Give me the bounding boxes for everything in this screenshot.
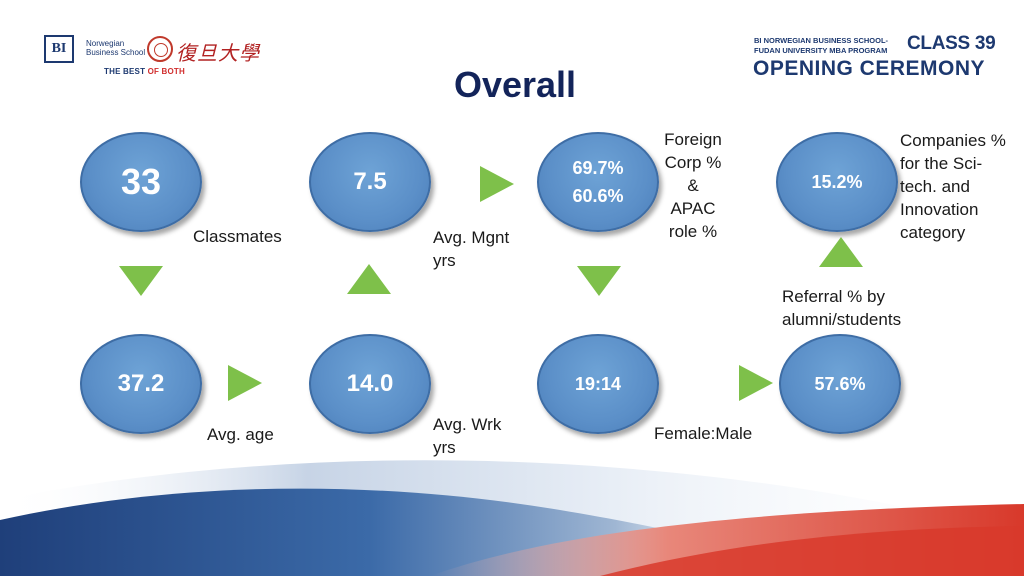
work-years-value: 14.0 xyxy=(346,370,394,397)
class-label: CLASS 39 xyxy=(907,33,996,54)
mgmt-years-label: Avg. Mgnt yrs xyxy=(433,226,509,272)
age-circle: 37.2 xyxy=(80,334,202,434)
companies-label-line-5: category xyxy=(900,223,966,242)
arrow-up-icon xyxy=(347,264,391,294)
classmates-label: Classmates xyxy=(193,227,282,246)
age-label: Avg. age xyxy=(207,425,274,444)
foreign-corp-label-line-3: & xyxy=(687,176,699,195)
tagline-accent: OF BOTH xyxy=(147,67,185,76)
referral-label-line-1: Referral % by xyxy=(782,287,885,306)
work-years-label: Avg. Wrk yrs xyxy=(433,413,501,459)
program-line-2: FUDAN UNIVERSITY MBA PROGRAM xyxy=(754,46,888,55)
tagline-main: THE BEST xyxy=(104,67,148,76)
tagline: THE BEST OF BOTH xyxy=(104,67,185,76)
arrow-down-icon xyxy=(577,266,621,296)
mgmt-years-label-line-2: yrs xyxy=(433,251,456,270)
work-years-label-line-1: Avg. Wrk xyxy=(433,415,502,434)
work-years-label-line-2: yrs xyxy=(433,438,456,457)
slide-title: Overall xyxy=(453,64,577,105)
classmates-value: 33 xyxy=(120,161,162,202)
arrow-down-icon xyxy=(119,266,163,296)
arrow-right-icon xyxy=(480,166,514,202)
referral-value: 57.6% xyxy=(814,374,866,394)
work-years-circle: 14.0 xyxy=(309,334,431,434)
companies-label-line-1: Companies % xyxy=(900,131,1006,150)
program-line-1: BI NORWEGIAN BUSINESS SCHOOL- xyxy=(754,36,889,45)
foreign-corp-label-line-1: Foreign xyxy=(664,130,722,149)
foreign-corp-label-line-4: APAC xyxy=(670,199,716,218)
companies-value: 15.2% xyxy=(811,172,863,192)
referral-label-line-2: alumni/students xyxy=(782,310,902,329)
fudan-name: 復旦大學 xyxy=(176,41,260,65)
footer-wave xyxy=(0,460,1024,576)
age-value: 37.2 xyxy=(117,370,165,397)
fudan-seal-icon xyxy=(147,36,173,62)
classmates-circle: 33 xyxy=(80,132,202,232)
program-name: BI NORWEGIAN BUSINESS SCHOOL- FUDAN UNIV… xyxy=(754,36,914,56)
gender-circle: 19:14 xyxy=(537,334,659,434)
companies-circle: 15.2% xyxy=(776,132,898,232)
foreign-corp-value-1: 69.7% xyxy=(572,158,624,178)
arrow-up-icon xyxy=(819,237,863,267)
bi-logo: BI xyxy=(44,35,74,63)
foreign-corp-circle: 69.7% 60.6% xyxy=(537,132,659,232)
foreign-corp-label-line-2: Corp % xyxy=(664,153,722,172)
mgmt-years-circle: 7.5 xyxy=(309,132,431,232)
referral-label: Referral % by alumni/students xyxy=(782,285,901,331)
companies-label: Companies % for the Sci- tech. and Innov… xyxy=(900,129,1006,244)
companies-label-line-2: for the Sci- xyxy=(900,154,983,173)
foreign-corp-label: Foreign Corp % & APAC role % xyxy=(654,128,732,243)
ceremony-label: OPENING CEREMONY xyxy=(753,57,986,80)
gender-label: Female:Male xyxy=(654,424,753,443)
companies-label-line-4: Innovation xyxy=(900,200,979,219)
arrow-right-icon xyxy=(228,365,262,401)
gender-value: 19:14 xyxy=(574,374,622,394)
arrow-right-icon xyxy=(739,365,773,401)
companies-label-line-3: tech. and xyxy=(900,177,970,196)
mgmt-years-label-line-1: Avg. Mgnt xyxy=(433,228,510,247)
foreign-corp-label-line-5: role % xyxy=(668,222,718,241)
mgmt-years-value: 7.5 xyxy=(353,168,387,195)
referral-circle: 57.6% xyxy=(779,334,901,434)
bi-name: Norwegian Business School xyxy=(86,39,146,57)
foreign-corp-value-2: 60.6% xyxy=(572,186,624,206)
